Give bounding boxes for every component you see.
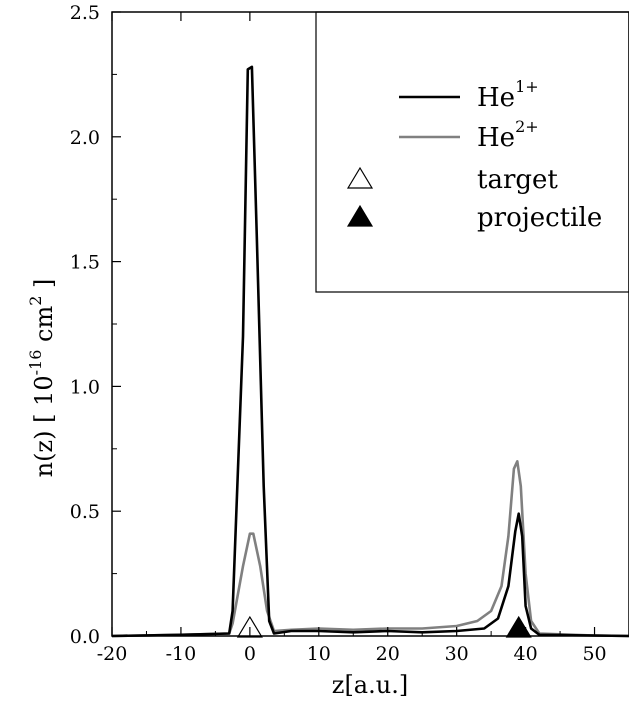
legend-label-he2-sup: 2+ (515, 117, 539, 136)
x-axis-label: z[a.u.] (332, 671, 408, 699)
series-line-he1plus (111, 65, 629, 638)
x-tick-label: 0 (244, 643, 256, 665)
y-tick-label: 0.0 (70, 626, 100, 648)
y-axis-label-unit-exp: 2 (26, 296, 45, 306)
y-axis-label-prefix: n(z) [ 10 (30, 375, 58, 477)
x-tick-label: 40 (514, 643, 538, 665)
plot-frame (111, 11, 629, 637)
legend-label-he1: He1+ (477, 77, 539, 113)
x-axis-ticks: -20 -10 0 10 20 30 40 50 (97, 12, 629, 665)
legend-box (315, 11, 629, 293)
x-tick-label: -20 (97, 643, 128, 665)
y-tick-label: 2.0 (70, 127, 100, 149)
projectile-marker (505, 615, 532, 638)
y-axis-label-unit: cm (30, 306, 58, 350)
y-tick-label: 1.5 (70, 252, 100, 274)
legend: He1+ He2+ target projectile (315, 11, 629, 293)
x-tick-label: 10 (307, 643, 331, 665)
y-axis-label-exp: -16 (26, 350, 45, 376)
svg-text:n(z) [ 10-16 cm2 ]: n(z) [ 10-16 cm2 ] (26, 279, 58, 478)
y-tick-label: 0.5 (70, 501, 100, 523)
y-tick-label: 2.5 (70, 2, 100, 24)
legend-label-he2-name: He (477, 123, 515, 153)
series-line-he2plus (111, 460, 629, 638)
legend-label-he1-sup: 1+ (515, 77, 539, 96)
legend-label-he1-name: He (477, 83, 515, 113)
legend-label-he2: He2+ (477, 117, 539, 153)
y-axis-label: n(z) [ 10-16 cm2 ] (26, 279, 58, 478)
y-tick-label: 1.0 (70, 376, 100, 398)
y-axis-ticks: 0.0 0.5 1.0 1.5 2.0 2.5 (70, 2, 121, 648)
x-tick-label: 50 (582, 643, 606, 665)
x-tick-label: -10 (166, 643, 197, 665)
legend-label-target: target (477, 165, 558, 195)
x-tick-label: 20 (376, 643, 400, 665)
legend-projectile-marker (346, 204, 374, 227)
legend-target-marker (346, 166, 374, 189)
legend-label-projectile: projectile (477, 203, 602, 233)
x-tick-label: 30 (445, 643, 469, 665)
y-axis-label-suffix: ] (30, 279, 58, 296)
